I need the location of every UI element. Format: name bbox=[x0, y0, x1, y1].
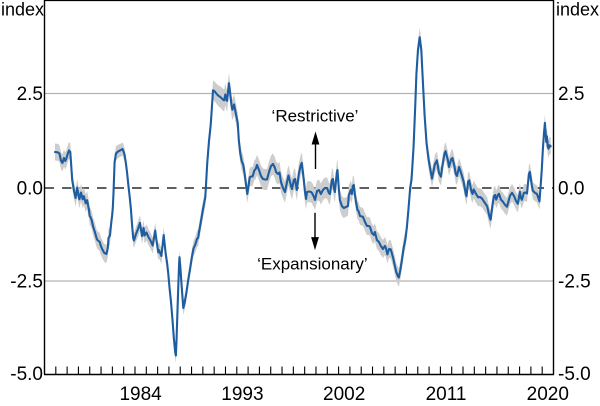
svg-text:‘Expansionary’: ‘Expansionary’ bbox=[257, 255, 368, 274]
svg-text:-2.5: -2.5 bbox=[10, 272, 43, 293]
svg-text:-5.0: -5.0 bbox=[10, 364, 43, 385]
svg-text:2002: 2002 bbox=[323, 384, 365, 401]
svg-text:2.5: 2.5 bbox=[17, 84, 43, 105]
svg-text:1993: 1993 bbox=[221, 384, 263, 401]
svg-text:0.0: 0.0 bbox=[17, 179, 43, 200]
svg-text:index: index bbox=[556, 0, 599, 20]
svg-text:2020: 2020 bbox=[527, 384, 569, 401]
svg-text:-5.0: -5.0 bbox=[558, 364, 591, 385]
svg-text:0.0: 0.0 bbox=[558, 179, 584, 200]
svg-text:1984: 1984 bbox=[119, 384, 162, 401]
svg-text:-2.5: -2.5 bbox=[558, 272, 591, 293]
svg-text:2011: 2011 bbox=[426, 384, 467, 401]
svg-text:2.5: 2.5 bbox=[558, 84, 584, 105]
svg-text:index: index bbox=[1, 0, 44, 20]
svg-text:‘Restrictive’: ‘Restrictive’ bbox=[272, 107, 359, 126]
